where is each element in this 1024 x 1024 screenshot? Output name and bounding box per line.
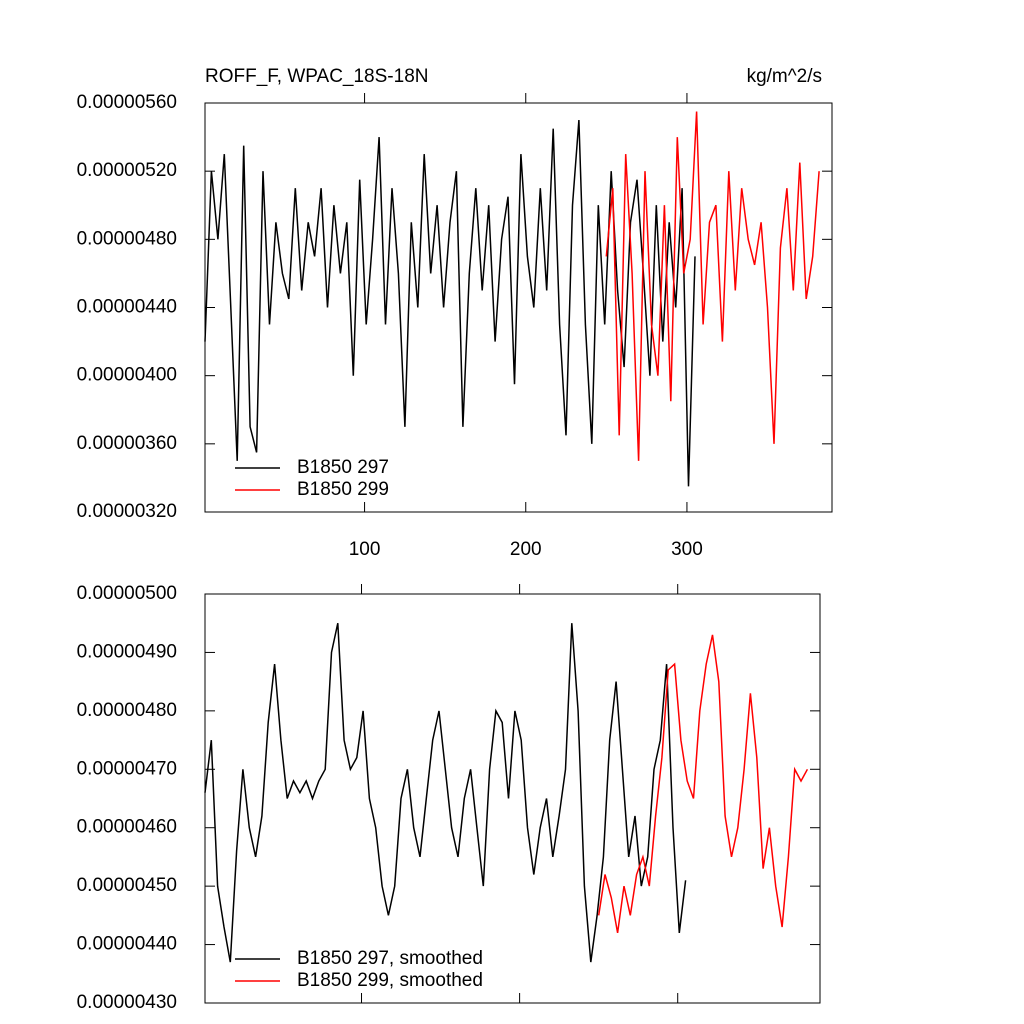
x-tick-label: 200 [510,539,542,560]
data-line [597,634,809,934]
y-tick-label: 0.00000480 [77,228,177,249]
y-tick-label: 0.00000320 [77,501,177,522]
x-tick-label: 100 [349,539,381,560]
plot-frame [204,102,833,513]
data-line [605,111,820,461]
y-tick-label: 0.00000560 [77,92,177,113]
y-tick-label: 0.00000520 [77,160,177,181]
y-tick-label: 0.00000480 [77,700,177,721]
data-line [204,623,687,963]
y-tick-label: 0.00000400 [77,365,177,386]
y-tick-label: 0.00000440 [77,934,177,955]
y-tick-label: 0.00000360 [77,433,177,454]
legend-label: B1850 297, smoothed [297,948,483,969]
y-tick-label: 0.00000430 [77,992,177,1013]
legend-label: B1850 299, smoothed [297,970,483,991]
y-tick-label: 0.00000460 [77,817,177,838]
y-tick-label: 0.00000440 [77,297,177,318]
legend-label: B1850 297 [297,457,389,478]
x-tick-label: 300 [671,539,703,560]
y-tick-label: 0.00000470 [77,758,177,779]
y-tick-label: 0.00000450 [77,875,177,896]
y-tick-label: 0.00000500 [77,583,177,604]
legend-label: B1850 299 [297,479,389,500]
y-tick-label: 0.00000490 [77,641,177,662]
chart-title: ROFF_F, WPAC_18S-18N [205,66,428,87]
plot-frame [204,593,821,1004]
units-label: kg/m^2/s [747,66,822,87]
data-line [204,119,696,487]
